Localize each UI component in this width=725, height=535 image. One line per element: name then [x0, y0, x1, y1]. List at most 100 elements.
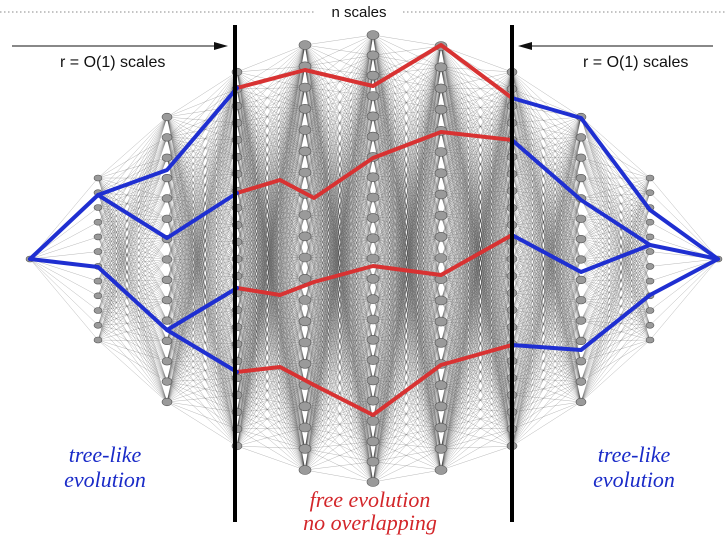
network-node [366, 334, 380, 345]
free-evolution-path [235, 130, 514, 200]
left-scales-label: r = O(1) scales [60, 54, 165, 71]
network-node [575, 336, 587, 346]
network-node [645, 307, 655, 314]
network-node [93, 292, 103, 300]
edge-bundle [511, 71, 582, 447]
network-node [434, 253, 448, 263]
network-node [298, 146, 312, 157]
network-node [434, 147, 448, 157]
edge-bundle [649, 177, 719, 341]
network-node [645, 321, 655, 329]
network-node [298, 337, 312, 348]
center-caption-line2: no overlapping [303, 510, 437, 535]
network-node [366, 172, 380, 182]
network-node [366, 50, 380, 61]
network-node [298, 316, 312, 327]
edge-bundle [440, 45, 513, 471]
network-node [93, 174, 103, 182]
network-node [366, 477, 380, 487]
free-evolution-paths [235, 43, 514, 417]
network-node [161, 112, 173, 122]
network-node [366, 375, 380, 386]
network-node [575, 397, 587, 407]
network-node [434, 380, 448, 391]
network-node [645, 218, 655, 226]
network-node [434, 104, 448, 115]
network-node [93, 218, 103, 226]
network-node [161, 194, 173, 203]
network-node [161, 174, 173, 183]
network-node [366, 355, 380, 365]
network-node [93, 321, 103, 329]
network-node [161, 397, 173, 407]
network-node [575, 316, 587, 325]
network-node [298, 82, 312, 93]
network-node [298, 295, 312, 305]
network-node [161, 214, 173, 223]
edge-bundle [166, 71, 238, 447]
network-node [161, 133, 173, 142]
left-caption-line1: tree-like [69, 442, 142, 467]
network-node [161, 255, 173, 264]
network-node [366, 192, 380, 203]
center-caption-line1: free evolution [310, 487, 431, 512]
network-node [366, 395, 380, 406]
network-node [161, 357, 173, 366]
tree-like-path [28, 257, 239, 332]
right-arrow-head [518, 42, 532, 50]
network-node [575, 275, 587, 285]
network-node [366, 294, 380, 304]
network-edges [29, 34, 719, 483]
tree-like-path [96, 191, 239, 240]
n-scales-label: n scales [331, 4, 386, 21]
free-evolution-path [235, 43, 514, 100]
network-node [366, 456, 380, 467]
network-node [298, 443, 312, 454]
network-node [366, 233, 380, 243]
edge-bundle [372, 34, 442, 483]
tree-like-path [28, 86, 239, 261]
network-node [575, 296, 587, 305]
network-node [298, 125, 312, 135]
edge-lines [372, 34, 442, 483]
edge-lines [511, 71, 582, 447]
network-node [434, 210, 448, 221]
right-caption-line2: evolution [593, 467, 675, 492]
edge-lines [97, 116, 168, 403]
network-node [575, 174, 587, 183]
network-node [298, 210, 312, 220]
edge-bundle [97, 116, 168, 403]
network-node [434, 62, 448, 72]
network-node [366, 416, 380, 426]
network-node [645, 263, 655, 270]
network-node [434, 232, 448, 242]
network-node [434, 189, 448, 200]
tree-like-path [510, 257, 720, 352]
network-node [575, 133, 587, 142]
network-node [434, 401, 448, 412]
network-node [93, 248, 103, 255]
tree-like-path [510, 138, 720, 261]
network-node [366, 111, 380, 122]
network-node [575, 357, 587, 366]
network-node [93, 277, 103, 285]
network-node [434, 422, 448, 433]
network-node [366, 131, 380, 142]
network-node [645, 248, 655, 255]
network-node [161, 316, 173, 325]
network-node [298, 401, 312, 412]
network-node [298, 252, 312, 263]
left-caption-line2: evolution [64, 467, 146, 492]
edge-bundle [236, 44, 306, 471]
right-scales-label: r = O(1) scales [583, 54, 688, 71]
network-node [366, 70, 380, 81]
network-node [366, 91, 380, 101]
network-node [298, 465, 312, 475]
network-node [575, 214, 587, 223]
left-arrow-head [214, 42, 228, 50]
network-node [575, 377, 587, 386]
tree-like-paths [28, 86, 720, 374]
edge-lines [236, 44, 306, 471]
network-node [434, 337, 448, 348]
